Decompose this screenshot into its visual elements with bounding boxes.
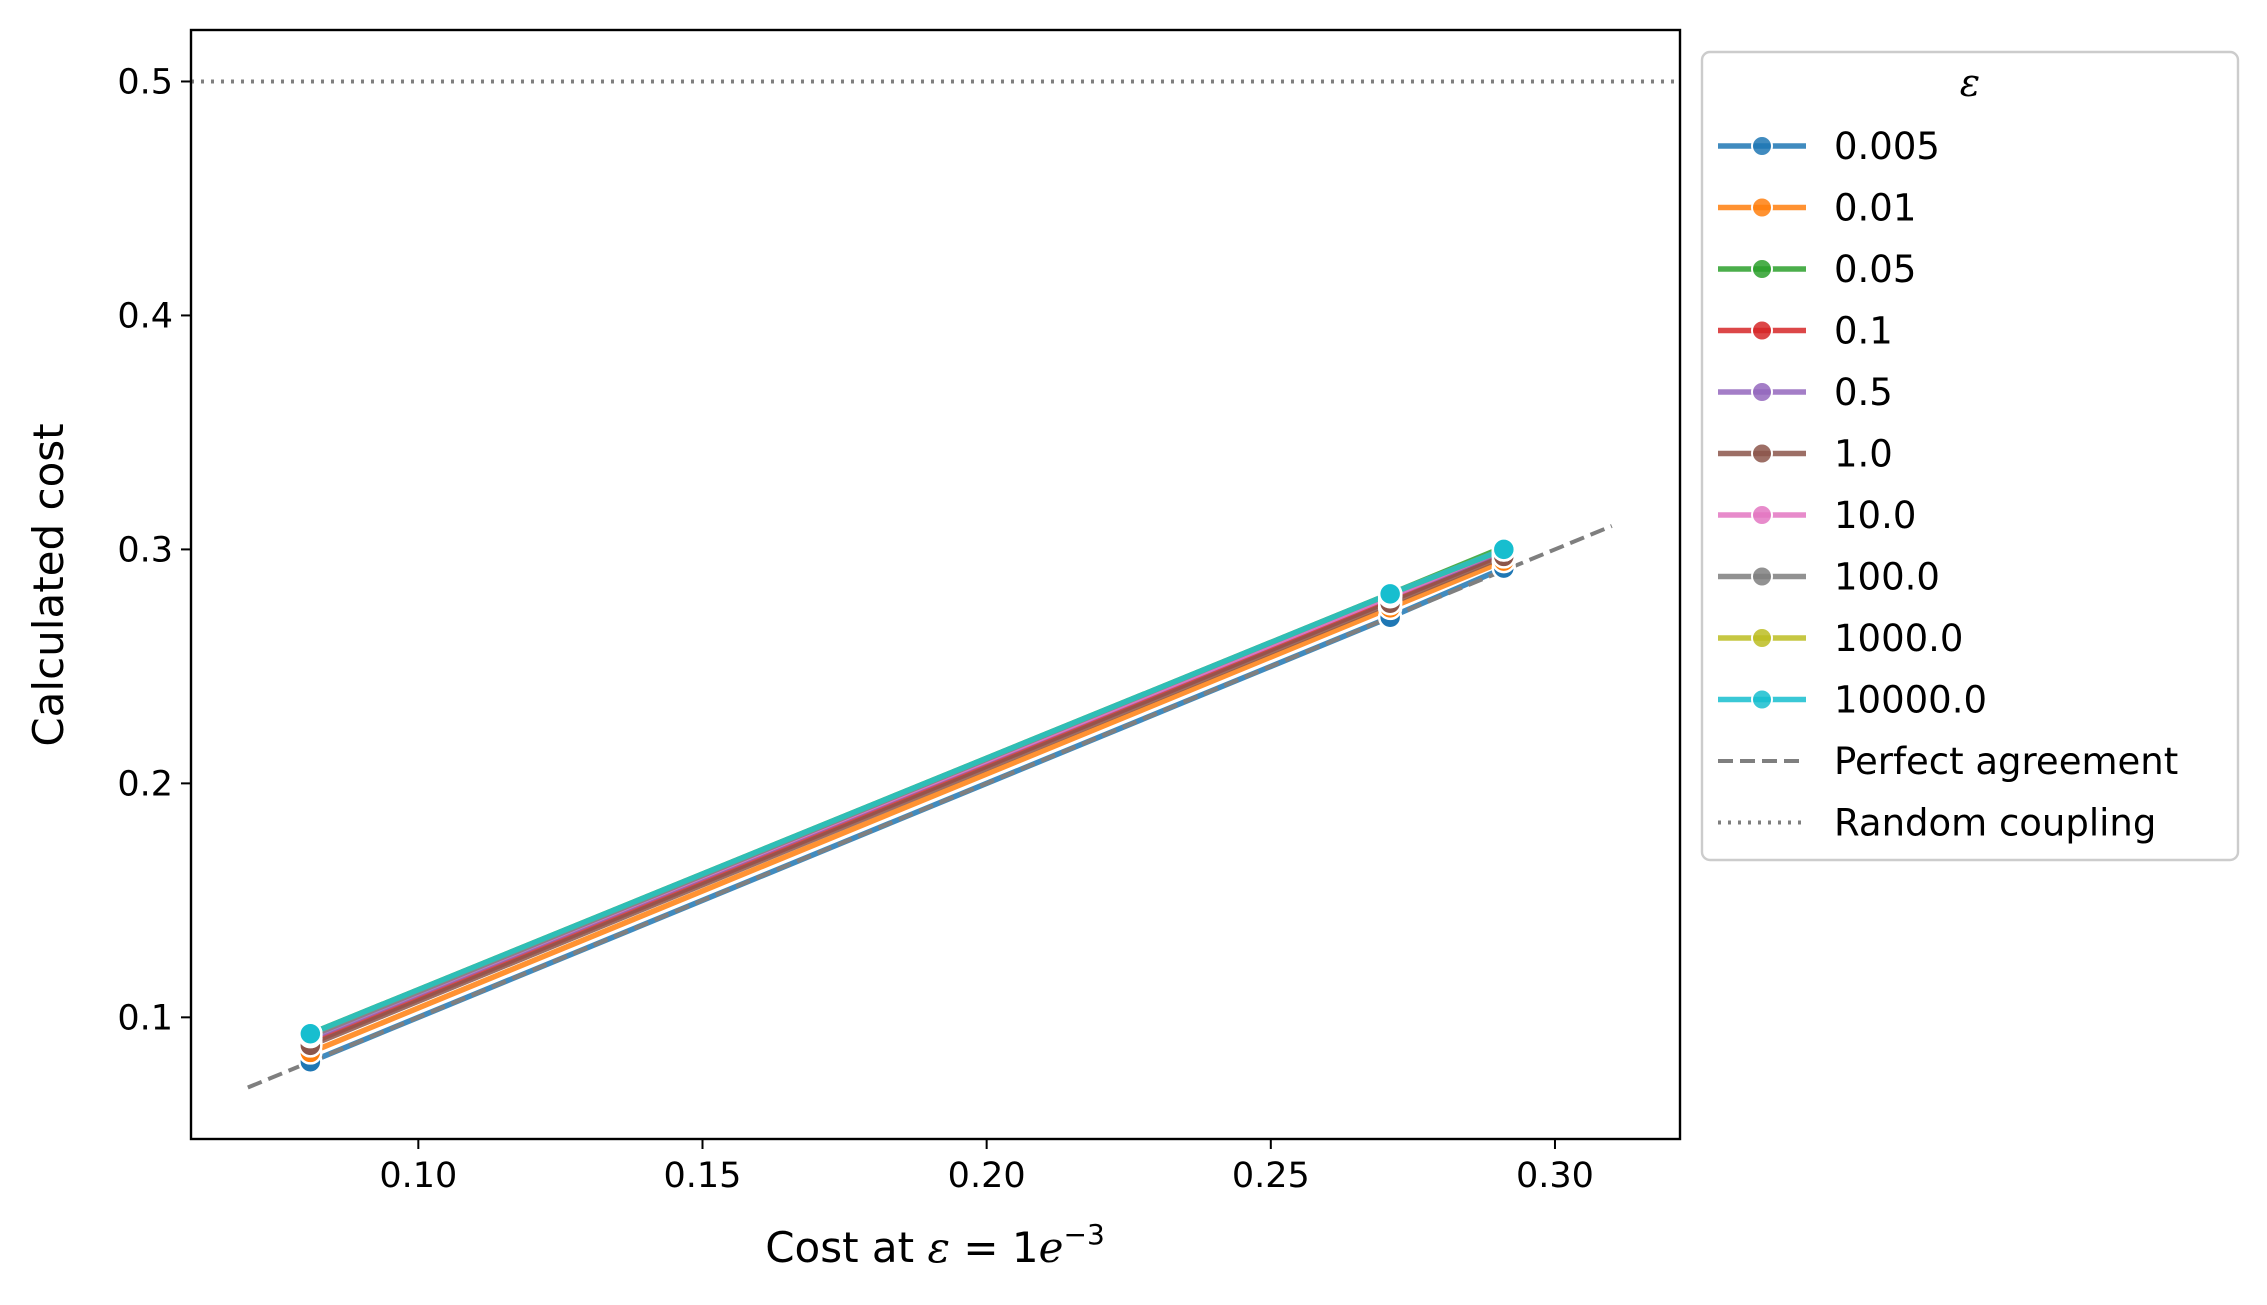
y-axis: 0.1 0.2 0.3 0.4 0.5 (117, 62, 191, 1038)
legend-entry: 0.1 (1718, 310, 1893, 353)
legend-label: 10000.0 (1834, 679, 1987, 722)
legend-marker (1751, 319, 1773, 342)
legend-entry: 1.0 (1718, 433, 1893, 476)
legend-marker (1751, 258, 1773, 280)
series-point-9-0 (298, 1021, 323, 1046)
legend-entry: Perfect agreement (1718, 740, 2178, 783)
legend-entry: Random coupling (1718, 802, 2156, 845)
x-tick-label: 0.25 (1232, 1156, 1310, 1196)
legend: ε 0.005 0.01 0.05 0.1 0.5 1.0 10.0 100.0 1000.0 1… (1700, 50, 2240, 862)
legend-marker (1751, 381, 1773, 403)
legend-label: Random coupling (1834, 802, 2156, 845)
y-tick-label: 0.3 (117, 530, 173, 570)
x-tick-label: 0.30 (1516, 1156, 1594, 1196)
legend-title: ε (1960, 61, 1980, 105)
plot-area-frame (189, 28, 1682, 1141)
perfect-agreement-line (247, 524, 1613, 1090)
legend-label: 0.1 (1834, 310, 1893, 353)
y-tick-label: 0.1 (117, 998, 173, 1038)
legend-label: 1000.0 (1834, 617, 1963, 660)
legend-entry: 100.0 (1718, 556, 1940, 599)
x-tick-label: 0.15 (664, 1156, 742, 1196)
x-axis-label-equals: = 1 (950, 1223, 1039, 1272)
legend-entry: 0.5 (1718, 371, 1893, 414)
legend-marker (1751, 504, 1773, 526)
series-point-9-2 (1491, 537, 1517, 562)
x-axis-label-exponent: −3 (1064, 1218, 1105, 1251)
x-axis-label-prefix: Cost at (765, 1223, 927, 1272)
legend-entry: 10.0 (1718, 494, 1916, 537)
y-tick-label: 0.4 (117, 296, 173, 336)
x-axis-label: Cost at ε = 1e−3 (765, 1218, 1105, 1272)
plot-marks (191, 79, 1680, 1090)
legend-label: 0.05 (1834, 248, 1916, 291)
legend-entry: 1000.0 (1718, 617, 1963, 660)
legend-label: 0.01 (1834, 187, 1916, 230)
legend-marker (1751, 135, 1773, 157)
legend-label: 100.0 (1834, 556, 1940, 599)
x-axis-label-symbol: ε (927, 1223, 950, 1272)
legend-label: 0.5 (1834, 371, 1893, 414)
y-tick-label: 0.2 (117, 764, 173, 804)
legend-marker (1751, 688, 1773, 711)
legend-entries: 0.005 0.01 0.05 0.1 0.5 1.0 10.0 100.0 1000.0 100… (1718, 125, 2178, 845)
legend-marker (1751, 196, 1773, 219)
y-tick-label: 0.5 (117, 62, 173, 102)
x-tick-label: 0.20 (948, 1156, 1026, 1196)
y-axis-label: Calculated cost (24, 423, 73, 746)
legend-label: 1.0 (1834, 433, 1893, 476)
series-point-9-1 (1377, 581, 1403, 607)
x-axis: 0.10 0.15 0.20 0.25 0.30 (379, 1139, 1594, 1196)
legend-box (1700, 50, 2240, 862)
legend-entry: 10000.0 (1718, 679, 1987, 722)
x-axis-label-base: e (1039, 1223, 1064, 1272)
legend-marker (1751, 627, 1773, 649)
legend-entry: 0.05 (1718, 248, 1916, 291)
legend-marker (1751, 565, 1773, 588)
legend-label: 0.005 (1834, 125, 1940, 168)
legend-entry: 0.005 (1718, 125, 1940, 168)
legend-label: Perfect agreement (1834, 740, 2178, 783)
legend-entry: 0.01 (1718, 187, 1916, 230)
legend-label: 10.0 (1834, 494, 1916, 537)
legend-marker (1751, 442, 1773, 465)
x-tick-label: 0.10 (379, 1156, 457, 1196)
